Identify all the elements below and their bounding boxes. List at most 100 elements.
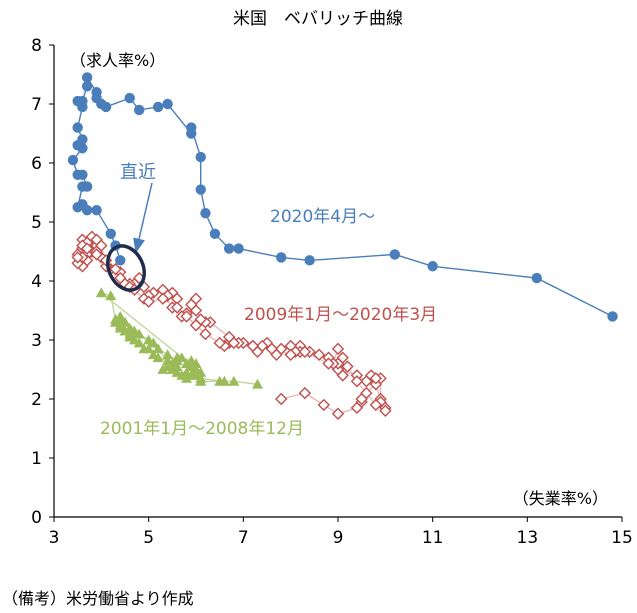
x-tick-label: 9	[333, 528, 344, 548]
y-tick-label: 0	[31, 508, 42, 528]
data-point	[298, 345, 312, 358]
chart-title: 米国 ベバリッチ曲線	[233, 9, 403, 29]
data-point	[256, 339, 269, 353]
data-point	[77, 134, 88, 145]
y-tick-label: 7	[31, 95, 42, 115]
data-point	[336, 369, 349, 382]
data-point	[162, 98, 173, 110]
data-point	[152, 101, 164, 113]
data-point	[379, 404, 392, 417]
series-label-2009-2020: 2009年1月～2020年3月	[244, 305, 437, 325]
data-point	[114, 271, 127, 285]
recent-annotation-arrow	[133, 182, 153, 254]
x-tick-label: 3	[49, 528, 60, 548]
data-point	[360, 386, 373, 400]
data-point	[195, 372, 207, 383]
data-point	[133, 328, 145, 339]
data-point	[71, 251, 84, 264]
data-point	[265, 342, 278, 356]
data-point	[200, 207, 211, 219]
x-tick-label: 11	[422, 528, 444, 548]
data-point	[233, 243, 244, 254]
data-point	[156, 292, 170, 305]
data-point	[67, 154, 79, 166]
recent-highlight-ellipse	[106, 244, 146, 292]
data-point	[369, 372, 383, 385]
data-point	[427, 261, 438, 272]
data-point	[100, 101, 112, 113]
data-point	[213, 336, 226, 350]
data-point	[72, 202, 83, 213]
data-point	[389, 249, 400, 260]
data-point	[80, 242, 94, 255]
data-point	[312, 348, 326, 361]
data-point	[110, 313, 122, 324]
x-axis-label: （失業率%）	[513, 489, 608, 508]
data-point	[223, 243, 235, 254]
data-point	[275, 392, 288, 406]
data-point	[124, 328, 136, 339]
data-point	[186, 122, 197, 133]
data-point	[228, 375, 240, 386]
data-point	[109, 263, 122, 276]
y-tick-label: 8	[31, 36, 42, 56]
data-point	[360, 375, 373, 388]
x-tick-label: 13	[517, 528, 539, 548]
y-tick-label: 6	[31, 154, 42, 174]
data-point	[124, 92, 135, 104]
data-point	[166, 358, 178, 368]
data-point	[350, 375, 364, 388]
data-point	[317, 398, 330, 412]
data-point	[147, 337, 159, 348]
y-tick-label: 3	[31, 331, 42, 351]
data-point	[170, 301, 184, 314]
series-labels: 2020年4月～ 2009年1月～2020年3月 2001年1月～2008年12…	[100, 207, 437, 439]
data-point	[81, 81, 93, 92]
data-point	[209, 228, 221, 239]
data-point	[81, 72, 93, 83]
data-point	[90, 248, 103, 261]
recent-annotation-text: 直近	[120, 162, 156, 183]
data-point	[114, 310, 126, 321]
data-point	[531, 272, 542, 284]
y-tick-label: 1	[31, 449, 42, 469]
series-2	[95, 287, 264, 389]
data-point	[115, 255, 126, 266]
data-point	[218, 375, 230, 386]
data-point	[134, 104, 145, 116]
data-point	[185, 298, 198, 311]
x-tick-label: 7	[238, 528, 249, 548]
data-point	[369, 398, 383, 412]
data-point	[252, 378, 264, 389]
data-point	[227, 336, 241, 350]
data-point	[181, 372, 193, 383]
x-tick-label: 5	[143, 528, 154, 548]
data-point	[331, 407, 345, 420]
data-point	[152, 343, 164, 354]
data-point	[189, 319, 203, 332]
data-point	[276, 252, 287, 263]
data-point	[95, 287, 107, 298]
data-point	[157, 364, 169, 374]
series-label-2020: 2020年4月～	[270, 207, 375, 227]
data-point	[322, 357, 335, 370]
axes: 0 1 2 3 4 5 6 7 8 3 5 7 9 11 13 15	[31, 36, 633, 548]
data-point	[171, 366, 183, 377]
source-note: （備考）米労働省より作成	[2, 589, 194, 608]
data-point	[81, 181, 93, 192]
data-point	[341, 360, 354, 373]
series-line	[72, 75, 613, 318]
y-tick-label: 4	[31, 272, 42, 292]
data-point	[119, 325, 131, 336]
annotation-layer: 直近	[106, 162, 156, 292]
data-point	[152, 352, 164, 363]
data-point	[304, 255, 315, 266]
series-label-2001-2008: 2001年1月～2008年12月	[100, 419, 304, 439]
data-point	[72, 169, 83, 180]
data-point	[166, 364, 178, 374]
data-point	[105, 228, 117, 239]
data-point	[180, 310, 193, 323]
series-0	[67, 72, 618, 322]
